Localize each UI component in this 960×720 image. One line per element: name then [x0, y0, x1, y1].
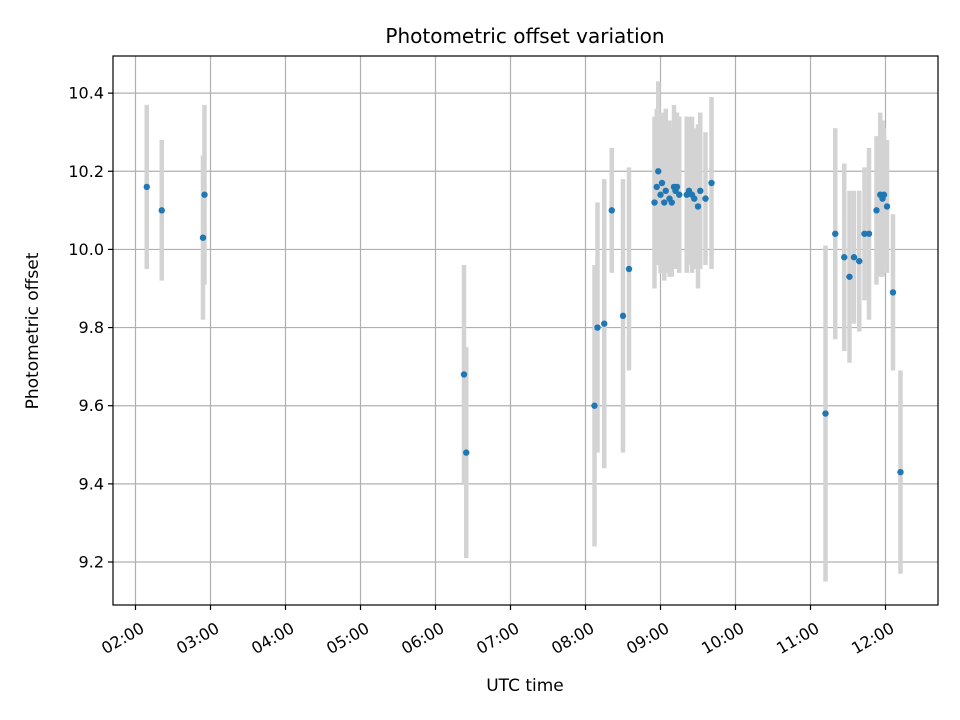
y-tick-label: 10.2 — [68, 162, 104, 181]
data-points — [143, 168, 904, 476]
data-point — [861, 230, 868, 237]
y-tick-label: 10.4 — [68, 84, 104, 103]
data-point — [594, 324, 601, 331]
data-point — [676, 191, 683, 198]
data-point — [143, 183, 150, 191]
data-point — [619, 312, 627, 320]
data-point — [657, 191, 664, 198]
data-point — [651, 199, 658, 206]
data-point — [865, 230, 873, 237]
data-point — [668, 199, 675, 206]
data-point — [889, 289, 897, 296]
data-point — [856, 257, 863, 265]
y-tick-label: 9.4 — [79, 474, 104, 493]
data-point — [625, 265, 633, 273]
data-point — [158, 207, 165, 214]
y-axis-label: Photometric offset — [23, 252, 43, 409]
data-point — [822, 410, 829, 417]
x-axis-label: UTC time — [486, 676, 564, 696]
y-tick-label: 9.8 — [79, 318, 104, 337]
data-point — [673, 183, 681, 191]
data-point — [832, 230, 839, 237]
y-tick-label: 9.2 — [79, 553, 104, 572]
chart-title: Photometric offset variation — [385, 24, 664, 48]
data-point — [201, 191, 208, 198]
data-point — [608, 207, 615, 214]
data-point — [694, 203, 702, 210]
data-point — [661, 199, 668, 206]
data-point — [601, 320, 608, 327]
data-point — [697, 187, 704, 195]
y-tick-label: 9.6 — [79, 396, 104, 415]
data-point — [841, 254, 848, 261]
data-point — [199, 234, 207, 241]
data-point — [655, 168, 662, 175]
data-point — [658, 179, 666, 187]
data-point — [883, 203, 891, 210]
data-point — [662, 187, 669, 195]
plot-area-frame — [112, 55, 939, 606]
data-point — [708, 179, 715, 187]
data-point — [691, 195, 698, 202]
data-point — [846, 273, 853, 280]
data-point — [880, 191, 888, 198]
data-point — [702, 195, 709, 202]
data-point — [653, 183, 660, 191]
data-point — [873, 207, 880, 214]
data-point — [850, 254, 858, 261]
data-point — [897, 468, 904, 476]
y-tick-label: 10.0 — [68, 240, 104, 259]
y-axis-ticks: 9.2 9.4 9.6 9.8 10.0 10.2 10.4 — [68, 84, 113, 572]
data-point — [591, 402, 598, 409]
data-point — [463, 449, 470, 456]
data-point — [460, 371, 468, 378]
